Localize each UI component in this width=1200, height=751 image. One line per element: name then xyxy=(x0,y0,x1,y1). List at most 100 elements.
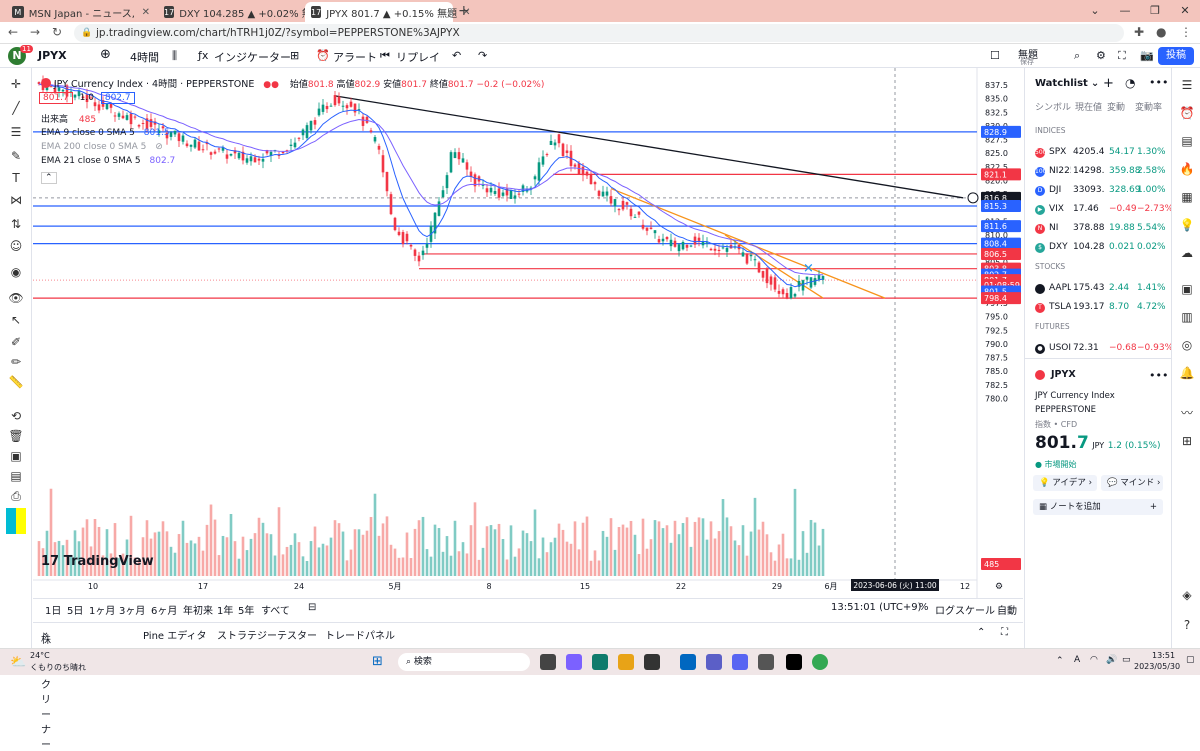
tab-pine-editor[interactable]: Pine エディタ xyxy=(143,631,207,642)
notifications-icon[interactable]: 🔔 xyxy=(1179,366,1195,380)
edge-icon[interactable] xyxy=(592,654,608,670)
measure-icon[interactable]: ✐ xyxy=(10,335,22,349)
range-5d[interactable]: 5日 xyxy=(67,606,84,617)
col-change-pct[interactable]: 変動率 xyxy=(1135,103,1163,113)
add-note-button[interactable]: ▦ ノートを追加 + xyxy=(1033,499,1163,515)
print-icon[interactable]: ⎙ xyxy=(11,489,21,503)
range-3m[interactable]: 3ヶ月 xyxy=(119,606,146,617)
alert-button[interactable]: アラート xyxy=(333,51,377,64)
url-field[interactable]: 🔒 jp.tradingview.com/chart/hTRH1j0Z/?sym… xyxy=(74,24,1124,42)
notification-center-icon[interactable]: ▢ xyxy=(1186,655,1195,665)
dom-icon[interactable]: ⊞ xyxy=(1181,434,1193,448)
trash-icon[interactable]: 🗑 xyxy=(8,429,24,443)
trading-icon[interactable]: 〰 xyxy=(1180,406,1193,420)
ime-icon[interactable]: A xyxy=(1074,655,1081,665)
news-icon[interactable]: ▣ xyxy=(1181,282,1193,296)
streams-icon[interactable]: ◎ xyxy=(1181,338,1193,352)
screener-icon[interactable]: ▥ xyxy=(1181,310,1193,324)
crosshair-icon[interactable]: ✛ xyxy=(10,77,22,91)
col-symbol[interactable]: シンボル xyxy=(1035,103,1071,113)
clock-time[interactable]: 13:51 xyxy=(1152,651,1176,660)
detail-exchange[interactable]: PEPPERSTONE xyxy=(1035,405,1097,415)
date-range-icon[interactable]: ⊟ xyxy=(308,602,317,613)
lock-drawings-icon[interactable]: ⟲ xyxy=(10,409,22,423)
taskbar-search[interactable]: ⌕ 検索 xyxy=(398,653,530,671)
chrome-icon[interactable] xyxy=(812,654,828,670)
fib-icon[interactable]: ☰ xyxy=(10,125,22,139)
help-icon[interactable]: ? xyxy=(1183,618,1191,632)
calendar-icon[interactable]: ▦ xyxy=(1181,190,1193,204)
browser-tab-msn[interactable]: M MSN Japan - ニュース, 天気, メール ✕ xyxy=(6,2,156,22)
watchlist-row[interactable]: D DJI 33093. 328.69 1.00% xyxy=(1025,182,1171,200)
forward-icon[interactable]: → xyxy=(30,25,41,39)
auto-scale-toggle[interactable]: 自動 xyxy=(997,606,1017,617)
watchlist-title[interactable]: Watchlist ⌄ xyxy=(1035,78,1100,89)
hide-icon[interactable]: ▣ xyxy=(10,449,22,463)
discord-icon[interactable] xyxy=(732,654,748,670)
tray-expand-icon[interactable]: ⌃ xyxy=(1056,656,1064,666)
detail-symbol[interactable]: JPYX xyxy=(1051,369,1076,380)
watchlist-section-header[interactable]: STOCKS xyxy=(1035,262,1066,271)
watchlist-row[interactable]: 500 SPX 4205.4 54.17 1.30% xyxy=(1025,144,1171,162)
eye-icon[interactable]: 👁 xyxy=(8,291,24,305)
redo-icon[interactable]: ↷ xyxy=(478,49,488,62)
xm-icon[interactable] xyxy=(786,654,802,670)
ema9-legend[interactable]: EMA 9 close 0 SMA 5 801.5 xyxy=(41,128,170,138)
watchlist-section-header[interactable]: FUTURES xyxy=(1035,322,1070,331)
pattern-icon[interactable]: ⋈ xyxy=(10,193,22,207)
clock[interactable]: 13:51:01 (UTC+9) xyxy=(831,602,922,613)
chat-icon[interactable]: ☁ xyxy=(1181,246,1193,260)
watchlist-row[interactable]: N NI 378.88 19.88 5.54% xyxy=(1025,220,1171,238)
range-ytd[interactable]: 年初来 xyxy=(183,606,213,617)
range-all[interactable]: すべて xyxy=(261,606,290,617)
bid-button[interactable]: 801.7 xyxy=(39,92,73,104)
trend-line-icon[interactable]: ╱ xyxy=(12,101,20,115)
mail-icon[interactable] xyxy=(680,654,696,670)
tab-trade-panel[interactable]: トレードパネル xyxy=(325,631,395,642)
gear-icon[interactable]: ⚙ xyxy=(1096,49,1106,62)
collapse-legend-icon[interactable]: ⌃ xyxy=(41,172,57,184)
close-window-icon[interactable]: ✕ xyxy=(1180,4,1190,17)
more-icon[interactable]: ••• xyxy=(1149,369,1169,382)
replay-button[interactable]: リプレイ xyxy=(396,51,440,64)
range-5y[interactable]: 5年 xyxy=(238,606,255,617)
layers-icon[interactable]: ◈ xyxy=(1182,588,1192,602)
prediction-icon[interactable]: ⇅ xyxy=(10,217,22,231)
magnet-icon[interactable]: ◉ xyxy=(10,265,22,279)
explorer-icon[interactable] xyxy=(618,654,634,670)
watchlist-row[interactable]: AAPL 175.43 2.44 1.41% xyxy=(1025,280,1171,298)
ruler-icon[interactable]: 📏 xyxy=(8,375,24,389)
hotlist-icon[interactable]: 🔥 xyxy=(1179,162,1195,176)
tab-search-icon[interactable]: ⌄ xyxy=(1090,4,1100,17)
wifi-icon[interactable]: ◠ xyxy=(1090,655,1098,665)
battery-icon[interactable]: ▭ xyxy=(1122,655,1131,665)
watchlist-section-header[interactable]: INDICES xyxy=(1035,126,1066,135)
col-change[interactable]: 変動 xyxy=(1107,103,1126,113)
brush-icon[interactable]: ✎ xyxy=(10,149,22,163)
ideas-icon[interactable]: 💡 xyxy=(1179,218,1195,232)
watchlist-settings-icon[interactable]: ◔ xyxy=(1125,76,1136,90)
percent-toggle[interactable]: % xyxy=(919,602,929,613)
browser-tab-dxy[interactable]: 17 DXY 104.285 ▲ +0.02% 無題 ✕ xyxy=(158,2,335,22)
reload-icon[interactable]: ↻ xyxy=(52,25,63,39)
watchlist-row[interactable]: ● USOIL72.31 −0.68−0.93% xyxy=(1025,340,1173,358)
new-tab-icon[interactable]: + xyxy=(458,3,470,19)
teams-icon[interactable] xyxy=(566,654,582,670)
ask-button[interactable]: 802.7 xyxy=(100,92,135,104)
emoji-icon[interactable]: ☺ xyxy=(9,239,23,253)
interval-button[interactable]: 4時間 xyxy=(130,51,159,64)
chart-area[interactable]: 837.5835.0832.5830.0827.5825.0822.5820.0… xyxy=(33,68,1023,623)
watchlist-row[interactable]: T TSLA 193.17 8.70 4.72% xyxy=(1025,299,1171,317)
add-symbol-icon[interactable]: + xyxy=(1103,76,1114,91)
fullscreen-icon[interactable]: ⛶ xyxy=(1118,49,1126,62)
data-window-icon[interactable]: ▤ xyxy=(1181,134,1193,148)
layout-icon[interactable]: ☐ xyxy=(990,49,1000,62)
volume-icon[interactable]: 🔊 xyxy=(1106,655,1118,665)
ema21-legend[interactable]: EMA 21 close 0 SMA 5 802.7 xyxy=(41,156,176,166)
store-icon[interactable] xyxy=(644,654,660,670)
app-icon[interactable] xyxy=(706,654,722,670)
tradingview-logo[interactable]: 17 TradingView xyxy=(41,554,154,569)
back-icon[interactable]: ← xyxy=(8,25,19,39)
more-icon[interactable]: ••• xyxy=(1149,76,1169,89)
indicators-button[interactable]: インジケーター xyxy=(214,51,291,64)
